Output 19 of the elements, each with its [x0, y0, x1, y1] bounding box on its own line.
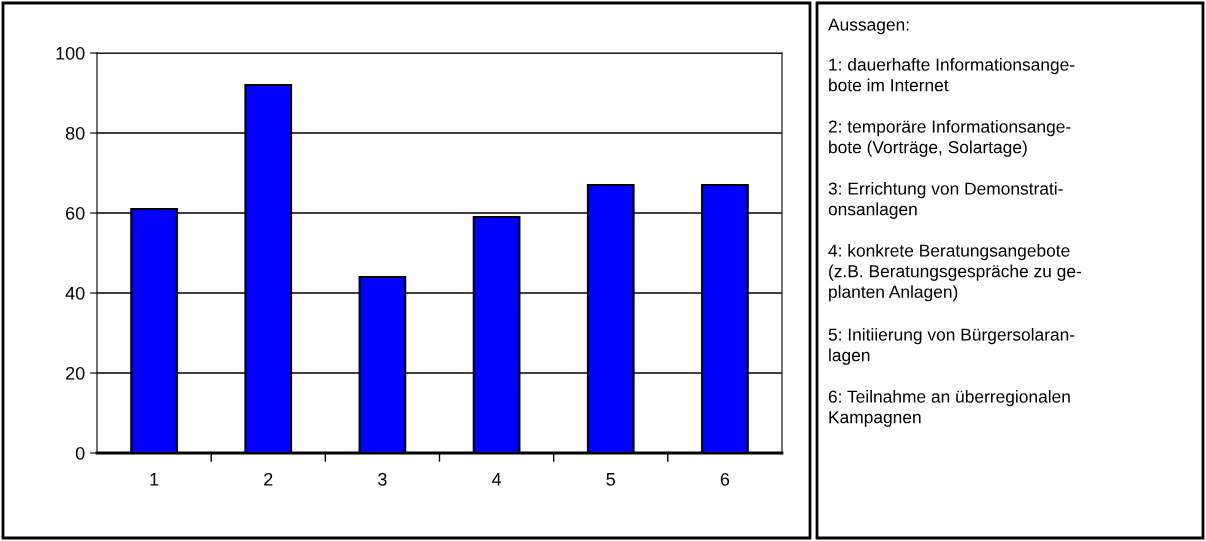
y-tick-label: 40 [65, 286, 85, 300]
x-tick-label: 6 [720, 472, 730, 486]
x-tick-label: 4 [491, 473, 502, 486]
text: 3: Errichtung von Demonstrati- onsanlagen [828, 182, 1063, 219]
x-tick-label: 5 [606, 473, 616, 486]
text: 4: konkrete Beratungsangebote (z.B. Beratungsgespräche zu ge- planten Anlagen) [828, 244, 1082, 302]
text: Aussagen: [828, 18, 909, 35]
y-tick-label: 0 [75, 446, 85, 460]
y-tick-label: 80 [65, 126, 85, 140]
text: 6: Teilnahme an überregionalen Kampagnen [828, 390, 1070, 427]
text: 2: temporäre Informationsange- bote (Vorträge, Solartage) [828, 120, 1071, 157]
y-tick-label: 60 [66, 206, 85, 220]
x-tick-label: 2 [264, 472, 273, 486]
x-tick-label: 1 [150, 473, 159, 486]
y-tick-label: 100 [56, 46, 85, 60]
text: 5: Initiierung von Bürgersolaran- lagen [828, 328, 1075, 365]
y-tick-label: 20 [66, 366, 85, 380]
x-tick-label: 3 [378, 472, 387, 486]
text: 1: dauerhafte Informationsange- bote im Internet [829, 58, 1075, 92]
